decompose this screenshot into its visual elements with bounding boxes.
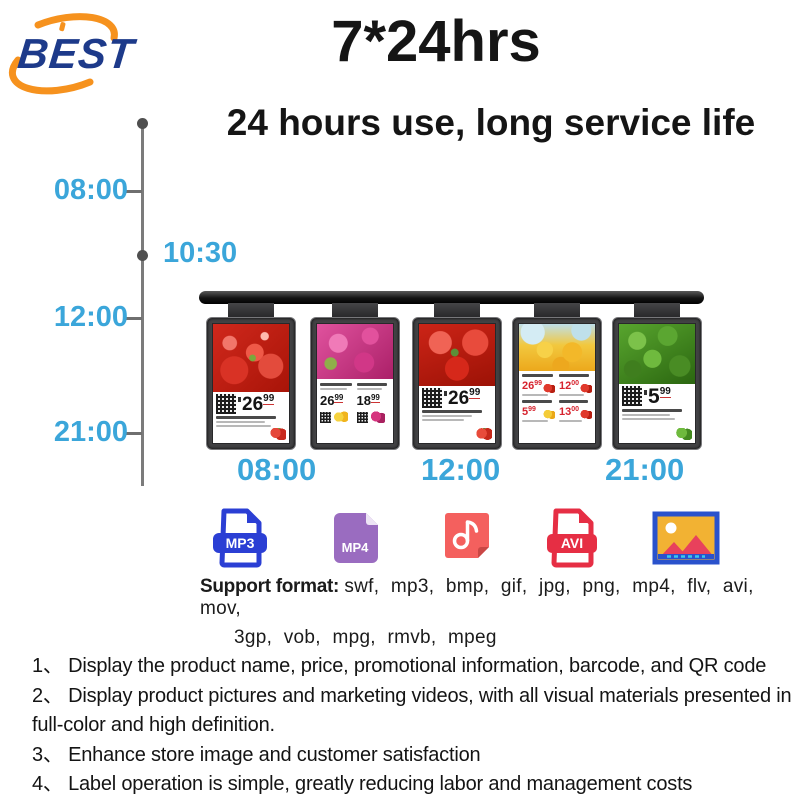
product-photo-strawberries	[213, 324, 289, 392]
feature-item-1: 1、 Display the product name, price, prom…	[32, 655, 767, 677]
feature-list: 1、 Display the product name, price, prom…	[32, 652, 792, 800]
image-file-icon	[651, 506, 720, 570]
product-photo-dragonfruit	[317, 324, 393, 379]
price-text: 2699	[444, 387, 481, 408]
price-text: 2699	[238, 393, 275, 414]
screen-frame: 2699	[412, 317, 502, 450]
thumb-lemon	[543, 410, 555, 419]
logo-swoosh-icon	[8, 13, 118, 95]
price-text: 599	[644, 386, 671, 407]
support-format-line2: 3gp, vob, mpg, rmvb, mpeg	[234, 627, 497, 648]
svg-text:AVI: AVI	[561, 535, 583, 551]
page-subtitle: 24 hours use, long service life	[226, 102, 756, 143]
price-text: 599	[522, 406, 536, 418]
timeline-axis	[141, 122, 144, 486]
price-text: 1200	[559, 380, 580, 392]
qr-code-icon	[356, 412, 368, 423]
qr-code-icon	[422, 388, 442, 408]
screen-frame: 599	[612, 317, 702, 450]
thumb-tomato	[476, 428, 492, 440]
display-screen-broccoli: 599	[612, 303, 702, 455]
support-format: Support format: swf, mp3, bmp, gif, jpg,…	[200, 576, 760, 649]
schedule-time-2100: 21:00	[605, 452, 685, 487]
timeline-1030-dot	[137, 250, 148, 261]
display-screen-tomatoes: 2699	[412, 303, 502, 455]
thumb-dragonfruit	[369, 411, 385, 423]
feature-item-2-cont: full-color and high definition.	[32, 714, 275, 736]
page-title: 7*24hrs	[331, 9, 541, 74]
price-label: 2699 1899	[317, 379, 393, 443]
schedule-time-1200: 12:00	[421, 452, 501, 487]
mount-bracket	[228, 303, 274, 320]
timeline-label-0800: 08:00	[53, 174, 128, 206]
mount-bracket	[434, 303, 480, 320]
thumb-apple	[580, 410, 592, 419]
music-note-file-icon	[435, 506, 499, 570]
mount-bracket	[534, 303, 580, 320]
feature-item-2: 2、 Display product pictures and marketin…	[32, 684, 792, 707]
mount-bracket	[634, 303, 680, 320]
price-text: 2699	[522, 380, 543, 392]
screen-frame: 2699 1899	[310, 317, 400, 450]
price-label: 2699 1200 599	[519, 371, 595, 443]
product-photo-tomatoes	[419, 324, 495, 386]
feature-item-4: 4、 Label operation is simple, greatly re…	[32, 773, 693, 795]
price-label: 2699	[419, 386, 495, 443]
display-screen-dragonfruit: 2699 1899	[310, 303, 400, 455]
display-screen-fruit-drink: 2699 1200 599	[512, 303, 602, 455]
timeline-label-1030: 10:30	[163, 237, 238, 269]
screen-frame: 2699	[206, 317, 296, 450]
mounting-rail	[199, 291, 704, 304]
svg-text:MP4: MP4	[342, 540, 370, 555]
svg-text:MP3: MP3	[226, 535, 255, 551]
support-format-label: Support format:	[200, 576, 340, 597]
best-logo: BEST	[8, 8, 137, 96]
feature-item-3: 3、 Enhance store image and customer sati…	[32, 743, 481, 766]
thumb-apple	[580, 384, 592, 393]
thumb-tomato	[543, 384, 555, 393]
display-screen-strawberries: 2699	[206, 303, 296, 455]
mp3-file-icon: MP3	[209, 506, 273, 570]
thumb-strawberry	[270, 428, 286, 440]
timeline-tick-1200	[126, 317, 142, 320]
qr-code-icon	[622, 386, 642, 406]
schedule-time-0800: 08:00	[237, 452, 317, 487]
price-label: 2699	[213, 392, 289, 443]
qr-code-icon	[320, 412, 331, 423]
product-photo-fruit-drink	[519, 324, 595, 371]
timeline-label-1200: 12:00	[53, 301, 128, 333]
qr-code-icon	[216, 394, 236, 414]
timeline-tick-2100	[126, 432, 142, 435]
screen-frame: 2699 1200 599	[512, 317, 602, 450]
logo-text: BEST	[15, 30, 137, 77]
mp4-file-icon: MP4	[321, 506, 385, 570]
timeline-label-2100: 21:00	[53, 416, 128, 448]
price-text: 1300	[559, 406, 580, 418]
timeline-start-dot	[137, 118, 148, 129]
mount-bracket	[332, 303, 378, 320]
price-text: 2699	[320, 393, 344, 408]
price-label: 599	[619, 384, 695, 443]
support-format-line1: swf, mp3, bmp, gif, jpg, png, mp4, flv, …	[200, 576, 754, 619]
thumb-broccoli	[676, 428, 692, 440]
product-photo-broccoli	[619, 324, 695, 384]
price-text: 1899	[356, 393, 380, 408]
avi-file-icon: AVI	[541, 506, 605, 570]
thumb-lemon	[333, 411, 348, 423]
timeline-tick-0800	[126, 190, 142, 193]
